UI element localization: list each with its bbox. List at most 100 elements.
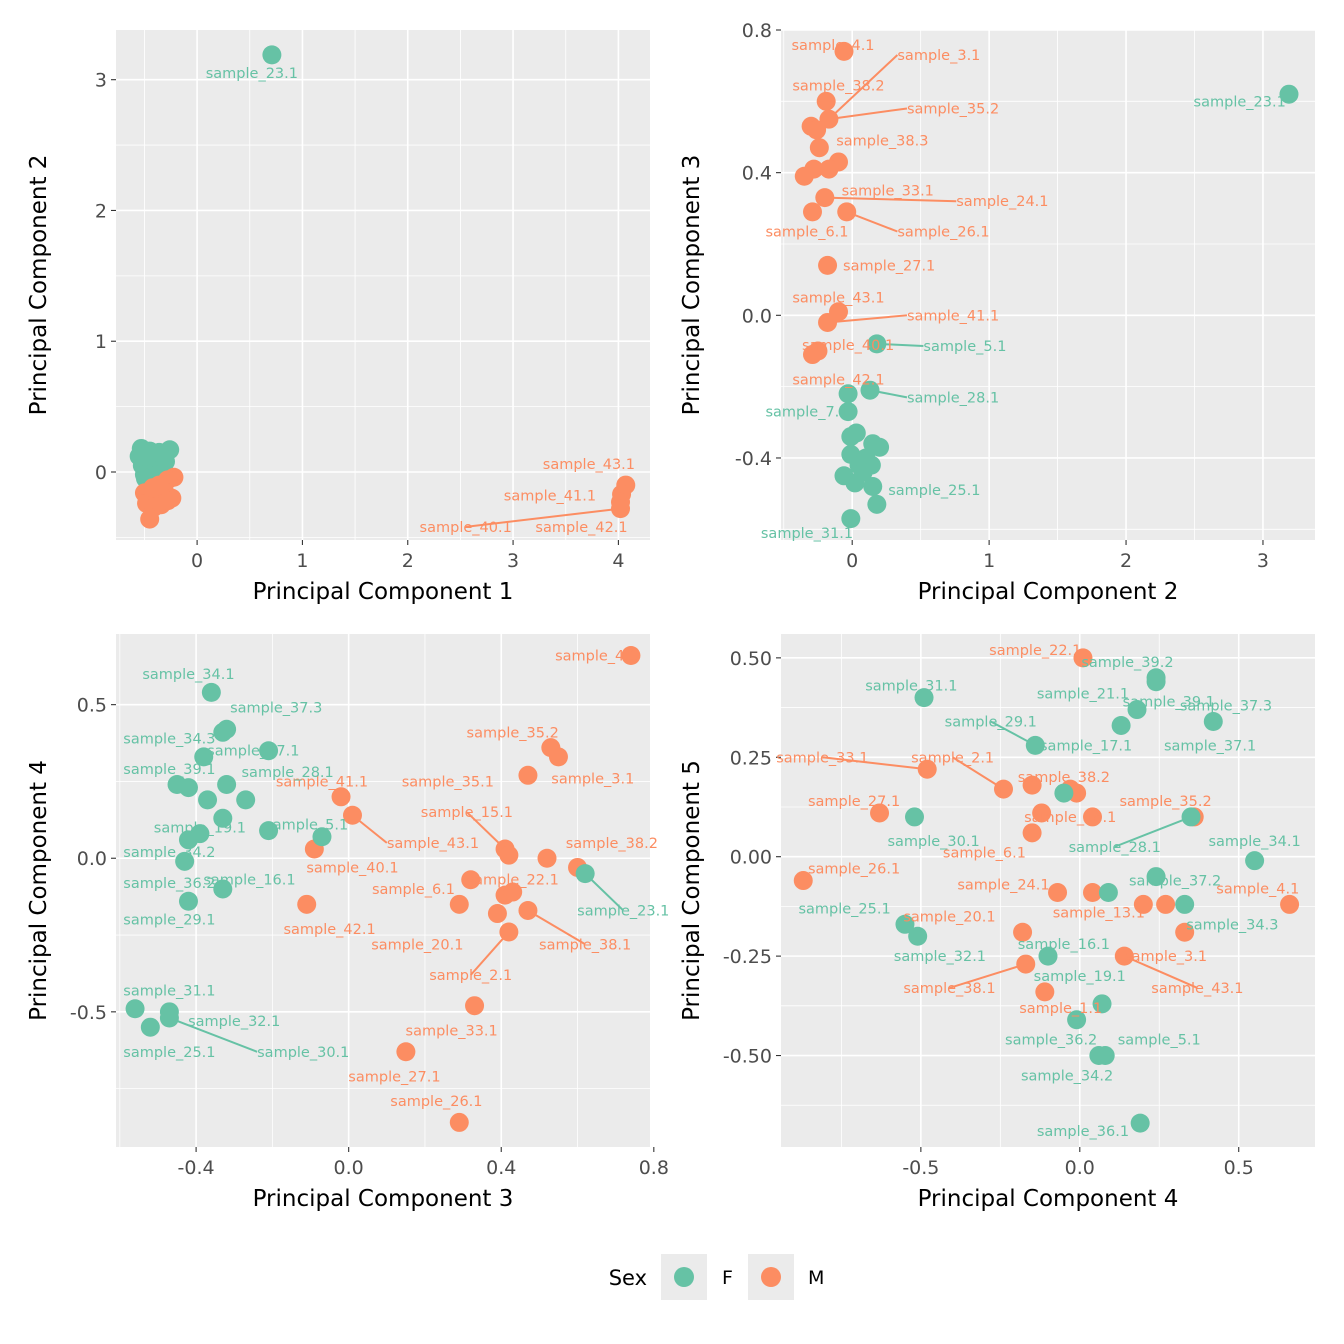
point-label: sample_21.1 <box>1037 687 1129 703</box>
data-point <box>1175 922 1195 942</box>
point-label: sample_27.1 <box>348 1069 440 1085</box>
point-label: sample_5.1 <box>923 339 1006 355</box>
point-label: sample_37.3 <box>230 701 322 717</box>
point-label: sample_37.2 <box>1129 874 1221 890</box>
data-point <box>503 882 523 902</box>
point-label: sample_27.1 <box>843 258 935 274</box>
label-connector <box>827 314 908 324</box>
x-tick-label: 3 <box>507 550 519 572</box>
point-label: sample_33.1 <box>406 1023 498 1039</box>
point-label: sample_6.1 <box>765 225 848 241</box>
y-tick-label: 0.8 <box>742 20 772 42</box>
label-connector <box>469 931 510 976</box>
x-axis-title: Principal Component 1 <box>253 579 514 605</box>
data-point <box>297 894 317 914</box>
point-label: sample_25.1 <box>123 1045 215 1061</box>
point-label: sample_13.1 <box>1053 905 1145 921</box>
point-label: sample_38.2 <box>1018 770 1110 786</box>
label-connector <box>169 1017 258 1053</box>
panel-pc4-vs-pc5: -0.5 0.0 0.5 -0.50 -0.25 0.00 0.25 0.50 Principa… <box>679 634 1315 1212</box>
point-label: sample_23.1 <box>206 66 298 82</box>
point-label: sample_38.2 <box>566 836 658 852</box>
data-point <box>1048 882 1068 902</box>
data-point <box>236 790 256 810</box>
data-point <box>217 775 237 795</box>
data-point <box>213 722 233 742</box>
data-point <box>841 427 861 447</box>
data-point <box>994 779 1013 799</box>
data-point <box>1245 851 1265 871</box>
point-label: sample_35.2 <box>1119 794 1211 810</box>
point-label: sample_34.1 <box>142 667 234 683</box>
data-point <box>802 345 822 365</box>
x-tick-label: -0.4 <box>178 1157 215 1179</box>
x-tick-label: 0 <box>846 550 858 572</box>
data-point <box>1016 954 1036 974</box>
data-point <box>867 334 887 354</box>
data-point <box>853 462 873 482</box>
data-point <box>834 41 854 61</box>
point-label: sample_30.1 <box>887 834 979 850</box>
data-point <box>841 509 861 529</box>
point-label: sample_41.1 <box>504 489 596 505</box>
point-label: sample_27.1 <box>808 794 900 810</box>
data-point <box>499 922 519 942</box>
data-point <box>175 851 195 871</box>
data-point <box>143 478 163 498</box>
y-axis-title: Principal Component 3 <box>679 155 705 416</box>
y-axis-title: Principal Component 2 <box>26 155 52 416</box>
data-point <box>312 827 332 847</box>
data-point <box>213 879 233 899</box>
point-label: sample_19.1 <box>1034 969 1126 985</box>
data-point <box>465 996 485 1016</box>
point-label: sample_35.2 <box>467 725 559 741</box>
point-label: sample_25.1 <box>798 901 890 917</box>
point-label: sample_15.1 <box>421 805 513 821</box>
data-point <box>331 787 351 807</box>
data-point <box>1114 946 1134 966</box>
point-label: sample_31.1 <box>123 983 215 999</box>
label-connector <box>828 54 899 120</box>
label-connector <box>822 756 928 771</box>
data-point <box>548 747 568 767</box>
point-label: sample_37.1 <box>1164 738 1256 754</box>
x-tick-label: 3 <box>1257 550 1269 572</box>
data-point <box>518 765 538 785</box>
point-label: sample_34.2 <box>1021 1068 1113 1084</box>
data-point <box>870 437 890 457</box>
point-label: sample_28.1 <box>907 390 999 406</box>
data-point <box>838 384 858 404</box>
point-label: sample_23.1 <box>1194 94 1286 110</box>
x-tick-label: 2 <box>402 550 414 572</box>
y-axis-title: Principal Component 5 <box>679 760 705 1021</box>
data-point <box>1098 882 1118 902</box>
data-point <box>1181 807 1201 827</box>
data-point <box>449 894 469 914</box>
data-point <box>908 926 928 946</box>
data-point <box>1133 894 1153 914</box>
data-point <box>815 188 835 208</box>
point-label: sample_42.1 <box>535 520 627 536</box>
label-connector <box>824 196 957 203</box>
data-point <box>837 202 857 222</box>
data-point <box>259 821 279 841</box>
panel-background <box>116 634 650 1147</box>
x-tick-label: 0 <box>191 550 203 572</box>
data-point <box>1130 1113 1150 1133</box>
data-point <box>895 914 915 934</box>
data-point <box>838 402 858 422</box>
point-label: sample_28.1 <box>242 765 334 781</box>
point-label: sample_28.1 <box>1069 840 1161 856</box>
point-label: sample_39.1 <box>123 762 215 778</box>
data-point <box>140 1017 160 1037</box>
x-tick-label: 4 <box>612 550 624 572</box>
point-label: sample_34.1 <box>1208 834 1300 850</box>
data-point <box>1022 823 1042 843</box>
data-point <box>1022 775 1042 795</box>
data-point <box>537 848 557 868</box>
data-point <box>1146 672 1166 692</box>
legend-label-f: F <box>722 1267 733 1289</box>
data-point <box>1156 894 1176 914</box>
data-point <box>201 682 221 702</box>
